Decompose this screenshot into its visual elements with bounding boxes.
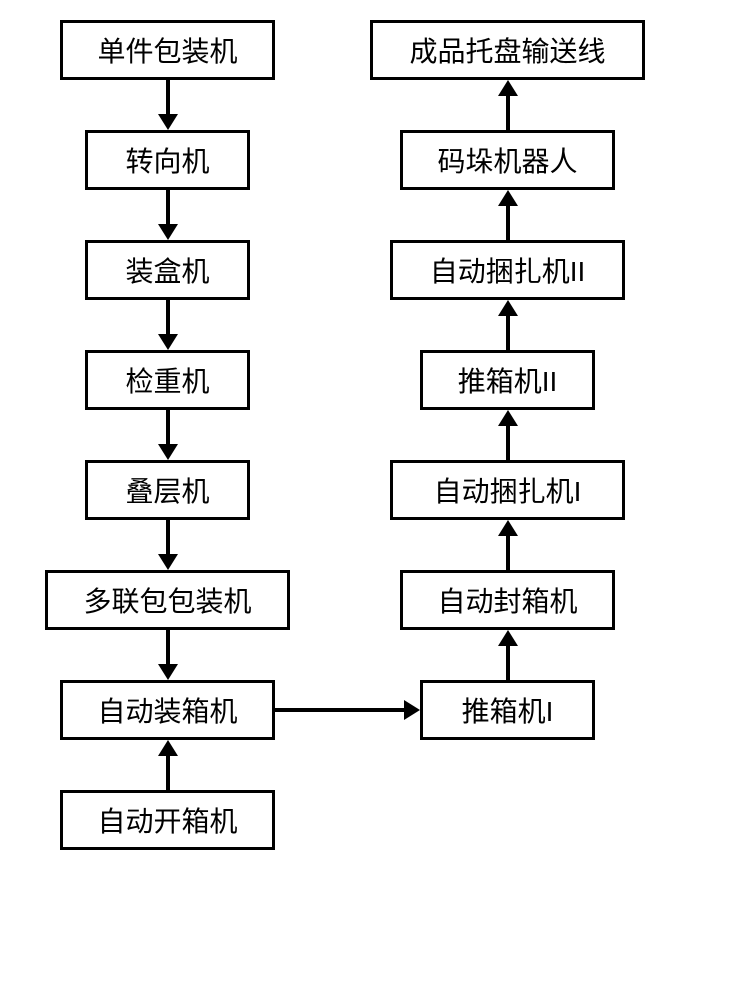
arrow-head-up-icon: [498, 80, 518, 96]
edge: [506, 314, 510, 350]
arrow-head-down-icon: [158, 554, 178, 570]
node-label: 自动封箱机: [437, 580, 577, 620]
arrow-head-down-icon: [158, 444, 178, 460]
node-n8: 自动开箱机: [60, 790, 275, 850]
node-n7: 自动装箱机: [60, 680, 275, 740]
arrow-head-down-icon: [158, 114, 178, 130]
node-label: 单件包装机: [97, 30, 237, 70]
edge: [166, 300, 170, 336]
node-n3: 装盒机: [85, 240, 250, 300]
node-n10: 自动封箱机: [400, 570, 615, 630]
node-label: 自动开箱机: [97, 800, 237, 840]
node-label: 多联包包装机: [83, 580, 251, 620]
arrow-head-down-icon: [158, 224, 178, 240]
node-label: 成品托盘输送线: [409, 30, 605, 70]
node-n12: 推箱机II: [420, 350, 595, 410]
node-n6: 多联包包装机: [45, 570, 290, 630]
edge: [506, 534, 510, 570]
edge: [166, 410, 170, 446]
edge: [166, 80, 170, 116]
arrow-head-up-icon: [498, 300, 518, 316]
arrow-head-right-icon: [404, 700, 420, 720]
node-n2: 转向机: [85, 130, 250, 190]
arrow-head-up-icon: [498, 410, 518, 426]
node-n13: 自动捆扎机II: [390, 240, 625, 300]
node-label: 码垛机器人: [437, 140, 577, 180]
edge: [506, 94, 510, 130]
arrow-head-up-icon: [498, 190, 518, 206]
arrow-head-down-icon: [158, 334, 178, 350]
node-label: 推箱机II: [458, 360, 558, 400]
node-n1: 单件包装机: [60, 20, 275, 80]
node-label: 自动捆扎机II: [430, 250, 586, 290]
edge: [275, 708, 406, 712]
node-label: 自动装箱机: [97, 690, 237, 730]
node-n11: 自动捆扎机I: [390, 460, 625, 520]
arrow-head-up-icon: [498, 630, 518, 646]
arrow-head-up-icon: [158, 740, 178, 756]
arrow-head-down-icon: [158, 664, 178, 680]
edge: [506, 644, 510, 680]
node-n9: 推箱机I: [420, 680, 595, 740]
node-label: 叠层机: [125, 470, 209, 510]
edge: [166, 630, 170, 666]
edge: [506, 424, 510, 460]
node-n5: 叠层机: [85, 460, 250, 520]
node-n14: 码垛机器人: [400, 130, 615, 190]
node-n15: 成品托盘输送线: [370, 20, 645, 80]
node-label: 装盒机: [125, 250, 209, 290]
node-label: 检重机: [125, 360, 209, 400]
edge: [166, 190, 170, 226]
arrow-head-up-icon: [498, 520, 518, 536]
edge: [506, 204, 510, 240]
edge: [166, 754, 170, 790]
node-label: 自动捆扎机I: [434, 470, 582, 510]
node-label: 转向机: [125, 140, 209, 180]
edge: [166, 520, 170, 556]
node-n4: 检重机: [85, 350, 250, 410]
node-label: 推箱机I: [462, 690, 554, 730]
